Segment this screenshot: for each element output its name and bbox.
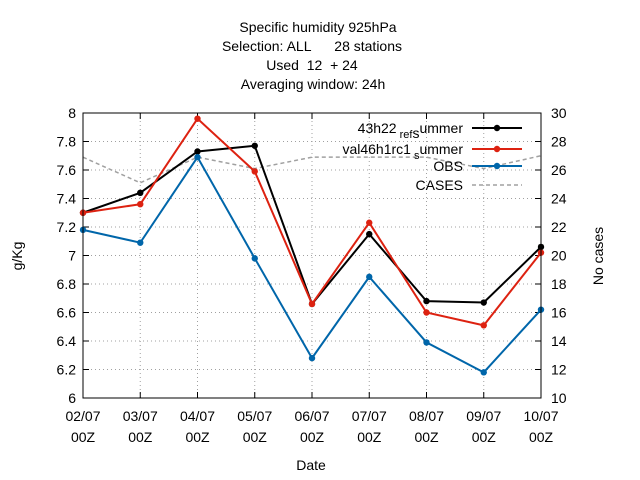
series-point bbox=[251, 142, 258, 149]
x-tick-label-time: 00Z bbox=[128, 429, 153, 445]
grid bbox=[83, 113, 541, 398]
y-tick-label: 6.6 bbox=[57, 305, 77, 321]
legend-label: OBS bbox=[433, 158, 463, 174]
x-tick-label-time: 00Z bbox=[243, 429, 268, 445]
x-tick-label-date: 08/07 bbox=[409, 408, 444, 424]
y2-tick-label: 30 bbox=[551, 105, 567, 121]
y2-tick-label: 28 bbox=[551, 134, 567, 150]
y2-tick-label: 24 bbox=[551, 191, 567, 207]
x-tick-label-time: 00Z bbox=[300, 429, 325, 445]
x-tick-label-date: 10/07 bbox=[523, 408, 558, 424]
y-tick-label: 6.8 bbox=[57, 276, 77, 292]
y2-tick-label: 14 bbox=[551, 333, 567, 349]
title-line-3: Used 12 + 24 bbox=[266, 57, 358, 73]
x-tick-label-date: 09/07 bbox=[466, 408, 501, 424]
series-point bbox=[480, 299, 487, 306]
x-tick-label-time: 00Z bbox=[472, 429, 497, 445]
y2-tick-label: 26 bbox=[551, 162, 567, 178]
title-line-1: Specific humidity 925hPa bbox=[239, 19, 396, 35]
x-axis-label: Date bbox=[296, 457, 326, 473]
legend-swatch-point bbox=[493, 162, 501, 170]
y2-tick-label: 22 bbox=[551, 219, 567, 235]
series-point bbox=[423, 339, 430, 346]
title-line-4: Averaging window: 24h bbox=[241, 76, 386, 92]
y-tick-label: 6.2 bbox=[57, 362, 77, 378]
y2-tick-label: 20 bbox=[551, 248, 567, 264]
series-layer bbox=[79, 115, 545, 376]
series-point bbox=[366, 273, 373, 281]
series-point bbox=[251, 168, 258, 175]
series-point bbox=[194, 115, 201, 122]
x-tick-label-time: 00Z bbox=[357, 429, 382, 445]
x-tick-label-date: 02/07 bbox=[65, 408, 100, 424]
x-tick-label-time: 00Z bbox=[529, 429, 554, 445]
series-point bbox=[194, 148, 201, 155]
legend-swatch-point bbox=[493, 145, 501, 153]
x-tick-label-time: 00Z bbox=[185, 429, 210, 445]
y-tick-label: 7.4 bbox=[57, 191, 77, 207]
series-point bbox=[366, 219, 373, 226]
x-tick-label-time: 00Z bbox=[414, 429, 439, 445]
legend-label: 43h22 refsummer bbox=[358, 120, 464, 141]
y-tick-label: 6.4 bbox=[57, 333, 77, 349]
y-tick-label: 6 bbox=[68, 390, 76, 406]
series-point bbox=[366, 230, 373, 238]
y-tick-label: 7.2 bbox=[57, 219, 77, 235]
legend-label: CASES bbox=[416, 177, 463, 193]
series-line-cases bbox=[82, 155, 542, 184]
x-tick-label-date: 03/07 bbox=[123, 408, 158, 424]
y-axis-label: g/Kg bbox=[9, 242, 25, 271]
y2-tick-label: 18 bbox=[551, 276, 567, 292]
x-tick-label-date: 07/07 bbox=[352, 408, 387, 424]
series-point bbox=[423, 297, 430, 305]
series-point bbox=[137, 189, 144, 196]
x-tick-label-date: 05/07 bbox=[237, 408, 272, 424]
series-point bbox=[308, 354, 316, 362]
series-point bbox=[137, 239, 144, 246]
series-point bbox=[194, 153, 201, 161]
x-tick-label-time: 00Z bbox=[71, 429, 96, 445]
series-point bbox=[423, 309, 430, 316]
series-point bbox=[251, 255, 258, 262]
y-tick-label: 7.6 bbox=[57, 162, 77, 178]
plot-frame bbox=[82, 112, 542, 399]
legend-swatch-point bbox=[493, 124, 501, 132]
y2-tick-label: 16 bbox=[551, 305, 567, 321]
y2-axis-label: No cases bbox=[590, 227, 606, 285]
title-line-2: Selection: ALL 28 stations bbox=[222, 38, 402, 54]
legend-label: val46h1rc1 summer bbox=[342, 141, 463, 162]
axis-ticks: 6 6.2 6.4 6.6 6.8 7 7.2 7.4 7.6 7.8 8 10 12 14 16 18 20 2… bbox=[57, 105, 567, 445]
x-tick-label-date: 06/07 bbox=[294, 408, 329, 424]
chart-title: Specific humidity 925hPa Selection: ALL … bbox=[222, 19, 402, 92]
y2-tick-label: 12 bbox=[551, 362, 567, 378]
series-point bbox=[480, 369, 487, 376]
y2-tick-label: 10 bbox=[551, 390, 567, 406]
y-tick-label: 8 bbox=[68, 105, 76, 121]
x-tick-label-date: 04/07 bbox=[180, 408, 215, 424]
series-point bbox=[308, 300, 316, 308]
y-tick-label: 7.8 bbox=[57, 134, 77, 150]
y-tick-label: 7 bbox=[68, 248, 76, 264]
series-point bbox=[137, 201, 144, 208]
series-point bbox=[480, 322, 487, 329]
